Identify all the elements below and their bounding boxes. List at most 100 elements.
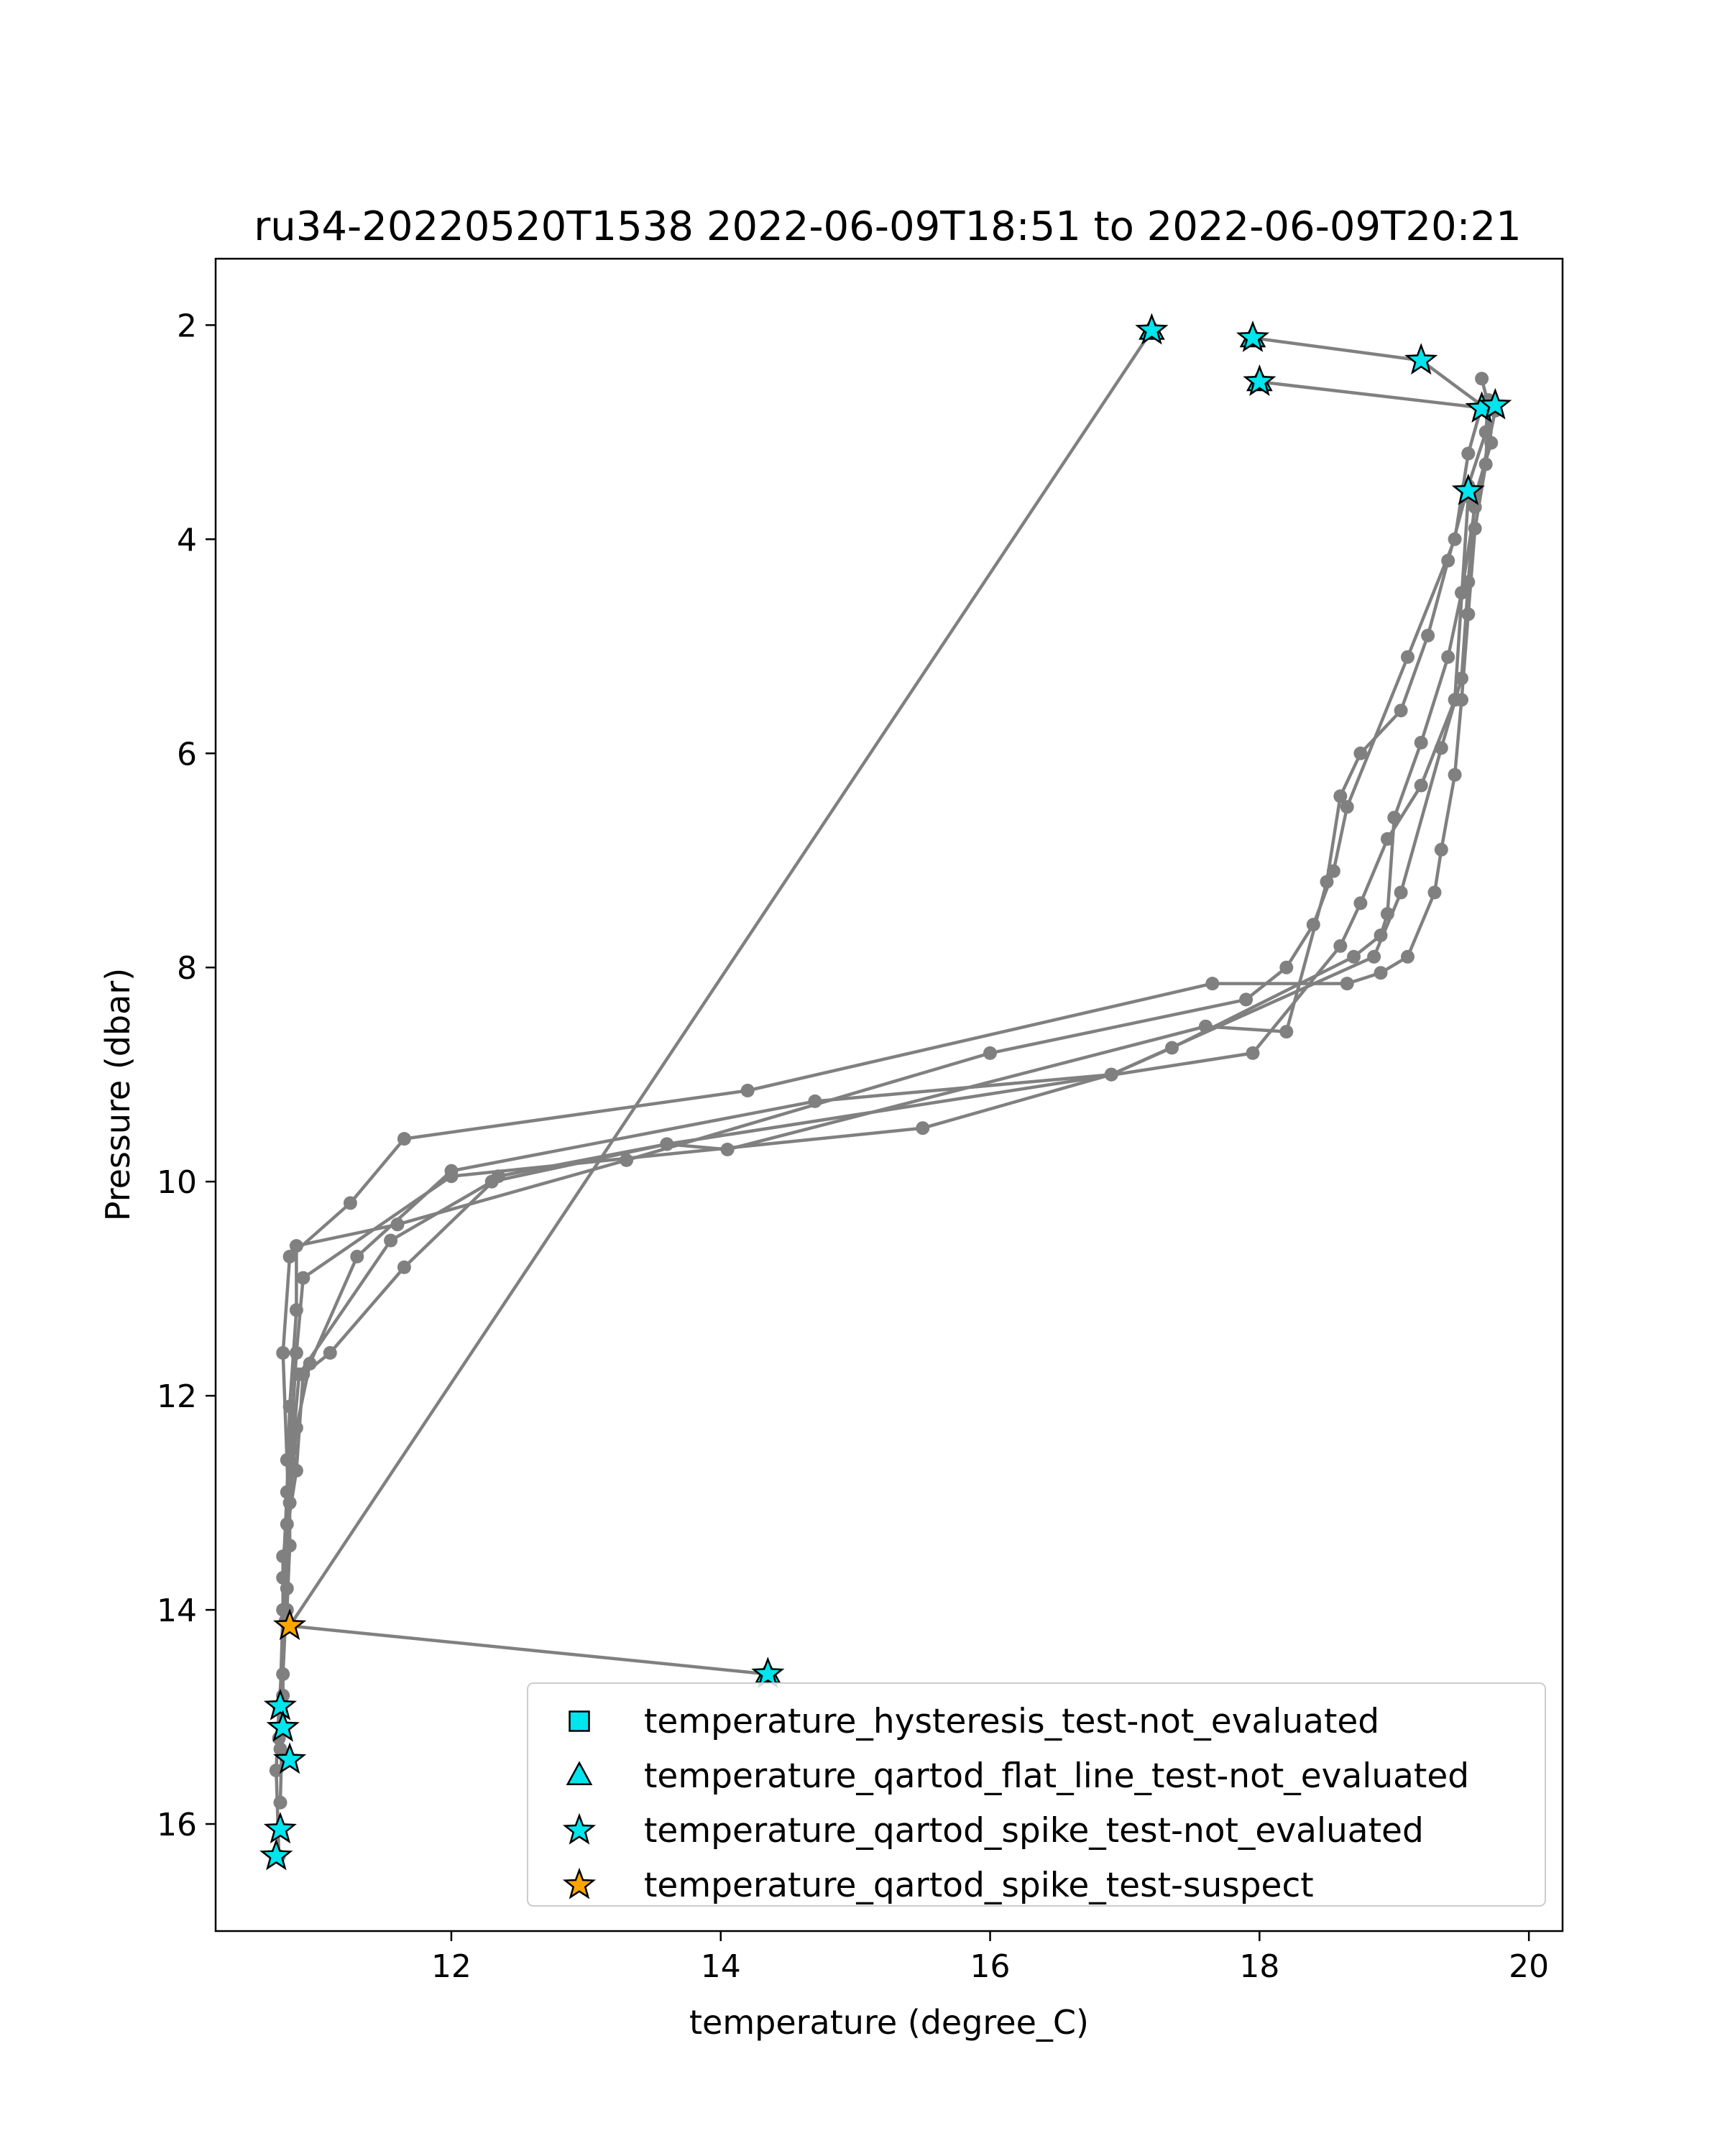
profile-point bbox=[289, 1346, 303, 1360]
y-axis-label: Pressure (dbar) bbox=[98, 968, 137, 1221]
star-flag-marker bbox=[1236, 320, 1270, 352]
profile-point bbox=[1387, 811, 1402, 825]
star-flag-marker bbox=[1451, 474, 1485, 505]
profile-point bbox=[1198, 1019, 1213, 1033]
x-tick-label: 12 bbox=[431, 1948, 472, 1985]
profile-point bbox=[1347, 949, 1361, 964]
star-flag-marker bbox=[273, 1608, 307, 1641]
profile-point bbox=[1427, 885, 1442, 900]
profile-point bbox=[285, 1442, 300, 1457]
x-axis-label: temperature (degree_C) bbox=[689, 2003, 1089, 2042]
profile-point bbox=[1455, 671, 1468, 686]
star-flag-marker bbox=[1135, 313, 1169, 345]
x-tick-label: 14 bbox=[701, 1948, 741, 1985]
star-legend-marker bbox=[562, 1867, 597, 1899]
profile-point bbox=[1468, 521, 1482, 535]
y-tick-label: 2 bbox=[177, 308, 197, 344]
profile-point bbox=[808, 1094, 822, 1108]
profile-point bbox=[1475, 372, 1489, 386]
x-axis: 12 14 16 18 20 bbox=[431, 1931, 1549, 1985]
y-tick-label: 4 bbox=[177, 522, 197, 558]
profile-point bbox=[1340, 977, 1354, 991]
profile-point bbox=[660, 1137, 674, 1151]
profile-point bbox=[1434, 842, 1448, 857]
profile-point bbox=[1380, 831, 1394, 846]
profile-point bbox=[276, 1549, 290, 1564]
profile-point bbox=[1246, 1046, 1260, 1060]
x-tick-label: 18 bbox=[1239, 1948, 1279, 1985]
profile-point bbox=[1306, 918, 1320, 932]
profile-point bbox=[1279, 1025, 1294, 1039]
profile-point bbox=[1461, 575, 1476, 589]
x-tick-label: 16 bbox=[970, 1948, 1011, 1985]
profile-point bbox=[983, 1046, 997, 1060]
profile-point bbox=[484, 1174, 499, 1189]
y-axis: 2 4 6 8 10 12 14 16 bbox=[157, 308, 216, 1843]
profile-point bbox=[1414, 735, 1428, 750]
star-flag-marker bbox=[266, 1710, 300, 1742]
profile-point bbox=[269, 1764, 283, 1777]
profile-point bbox=[397, 1132, 411, 1146]
profile-point bbox=[323, 1346, 337, 1360]
profile-point bbox=[280, 1581, 294, 1595]
profile-point bbox=[1353, 896, 1368, 911]
profile-point bbox=[1478, 457, 1493, 471]
profile-point bbox=[1478, 425, 1493, 439]
y-tick-label: 14 bbox=[157, 1593, 197, 1629]
profile-point bbox=[1380, 907, 1394, 921]
star-flag-marker bbox=[273, 1742, 307, 1774]
profile-point bbox=[289, 1463, 303, 1478]
profile-point bbox=[1340, 800, 1354, 814]
star-flag-marker bbox=[1478, 387, 1512, 420]
profile-point bbox=[282, 1250, 297, 1263]
triangle-legend-marker bbox=[566, 1761, 593, 1785]
star-flag-marker bbox=[259, 1838, 293, 1871]
profile-point bbox=[1104, 1067, 1118, 1082]
y-tick-label: 10 bbox=[157, 1164, 197, 1201]
profile-point bbox=[282, 1539, 297, 1553]
star-flag-marker bbox=[1404, 343, 1438, 375]
profile-point bbox=[620, 1153, 634, 1167]
profile-point bbox=[1448, 532, 1462, 546]
profile-point bbox=[350, 1250, 364, 1263]
profile-point bbox=[1414, 778, 1428, 793]
profile-point bbox=[280, 1485, 294, 1499]
profile-point bbox=[273, 1742, 288, 1756]
profile-point bbox=[1448, 693, 1462, 707]
profile-point bbox=[1421, 628, 1435, 642]
profile-point bbox=[1374, 966, 1388, 980]
profile-point bbox=[276, 1667, 290, 1681]
profile-point bbox=[282, 1496, 297, 1510]
legend-entry-label: temperature_qartod_spike_test-not_evalua… bbox=[644, 1811, 1424, 1851]
star-flag-marker bbox=[1243, 364, 1276, 397]
profile-point bbox=[1333, 789, 1348, 803]
profile-point bbox=[1320, 875, 1334, 889]
profile-point bbox=[296, 1271, 310, 1285]
x-tick-label: 20 bbox=[1509, 1948, 1549, 1985]
legend: temperature_hysteresis_test-not_evaluate… bbox=[527, 1682, 1546, 1907]
profile-point bbox=[1333, 939, 1348, 953]
profile-point bbox=[1279, 960, 1294, 975]
profile-point bbox=[289, 1239, 303, 1253]
legend-entry-label: temperature_qartod_flat_line_test-not_ev… bbox=[644, 1756, 1469, 1796]
profile-point bbox=[1441, 553, 1455, 568]
profile-point bbox=[1205, 977, 1220, 991]
y-tick-label: 8 bbox=[177, 950, 197, 987]
profile-point bbox=[720, 1143, 735, 1156]
profile-point bbox=[390, 1217, 405, 1232]
profile-point bbox=[740, 1084, 755, 1097]
profile-point bbox=[289, 1421, 303, 1435]
profile-point bbox=[292, 1367, 306, 1381]
y-tick-label: 12 bbox=[157, 1378, 197, 1415]
profile-point bbox=[444, 1169, 459, 1184]
profile-point bbox=[276, 1570, 290, 1585]
profile-point bbox=[280, 1517, 294, 1531]
profile-point bbox=[1484, 436, 1499, 450]
flag-markers bbox=[259, 313, 1512, 1871]
profile-point bbox=[916, 1121, 930, 1135]
profile-point bbox=[384, 1233, 398, 1248]
profile-point bbox=[1401, 949, 1414, 964]
star-flag-marker bbox=[263, 1812, 297, 1844]
profile-point bbox=[1455, 586, 1468, 600]
